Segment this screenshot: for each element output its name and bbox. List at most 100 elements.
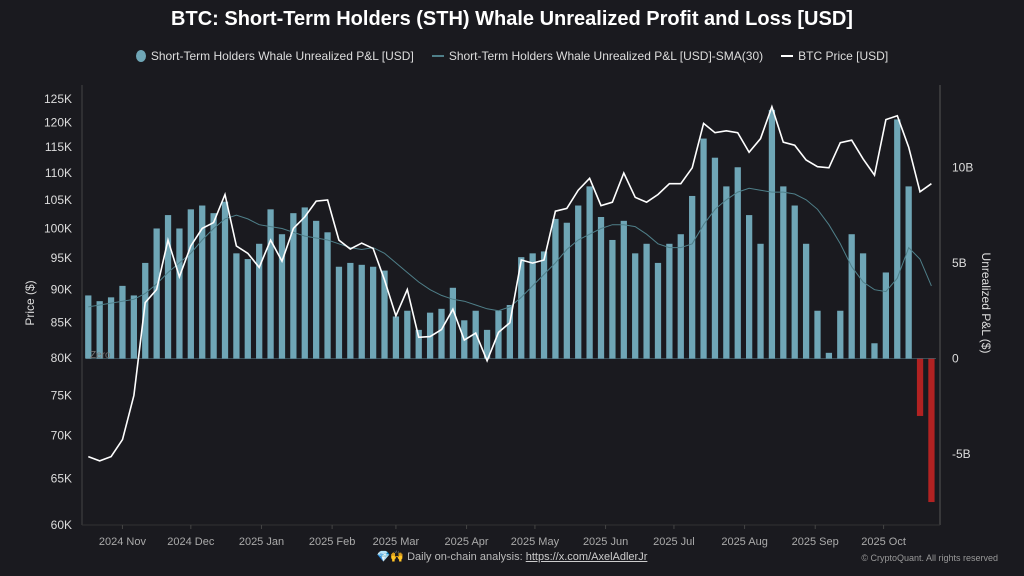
pnl-bar-positive bbox=[871, 343, 878, 359]
pnl-bar-negative bbox=[916, 358, 924, 416]
left-tick-label: 120K bbox=[44, 115, 72, 129]
footer: 💎🙌 Daily on-chain analysis: https://x.co… bbox=[0, 550, 1024, 563]
zero-label: Zero bbox=[90, 350, 111, 361]
pnl-bar-positive bbox=[654, 262, 662, 359]
pnl-bar-positive bbox=[290, 213, 297, 359]
pnl-bar-positive bbox=[358, 264, 365, 359]
pnl-bar-positive bbox=[518, 257, 525, 359]
left-tick-label: 110K bbox=[45, 166, 72, 180]
legend-item-sma[interactable]: Short-Term Holders Whale Unrealized P&L … bbox=[431, 49, 764, 63]
x-tick-label: 2025 Oct bbox=[861, 536, 906, 548]
x-tick-label: 2025 Sep bbox=[792, 536, 839, 548]
pnl-bar-positive bbox=[734, 167, 741, 359]
pnl-bar-positive bbox=[392, 316, 400, 359]
legend-item-price[interactable]: BTC Price [USD] bbox=[781, 49, 888, 63]
pnl-bar-positive bbox=[597, 217, 605, 359]
legend-label: Short-Term Holders Whale Unrealized P&L … bbox=[150, 49, 414, 63]
pnl-bar-positive bbox=[130, 295, 137, 359]
right-tick-label: 0 bbox=[952, 352, 959, 366]
chart-title: BTC: Short-Term Holders (STH) Whale Unre… bbox=[171, 8, 853, 30]
pnl-bar-positive bbox=[85, 295, 92, 359]
pnl-bar-positive bbox=[221, 201, 229, 359]
right-tick-label: 5B bbox=[952, 256, 967, 270]
left-tick-label: 65K bbox=[51, 472, 72, 486]
pnl-bar-positive bbox=[449, 287, 457, 359]
footer-text: Daily on-chain analysis: bbox=[407, 551, 523, 563]
pnl-bar-positive bbox=[882, 272, 889, 359]
left-tick-label: 85K bbox=[51, 316, 72, 330]
legend-line-icon bbox=[781, 55, 794, 57]
pnl-bar-positive bbox=[119, 285, 126, 359]
x-tick-label: 2025 Jan bbox=[239, 536, 284, 548]
pnl-bar-positive bbox=[586, 186, 593, 359]
pnl-bar-positive bbox=[746, 215, 753, 359]
pnl-bar-positive bbox=[199, 205, 206, 359]
pnl-bar-positive bbox=[278, 234, 286, 359]
pnl-bar-positive bbox=[426, 312, 434, 359]
x-tick-label: 2025 Jul bbox=[653, 536, 695, 548]
pnl-bar-positive bbox=[506, 305, 513, 359]
left-tick-label: 60K bbox=[51, 518, 72, 532]
left-tick-label: 105K bbox=[44, 193, 72, 207]
pnl-bar-positive bbox=[802, 243, 810, 359]
pnl-bar-positive bbox=[575, 205, 582, 359]
pnl-bar-positive bbox=[404, 310, 411, 359]
pnl-bar-positive bbox=[711, 157, 719, 359]
pnl-bar-positive bbox=[267, 209, 274, 359]
price-line bbox=[88, 104, 932, 462]
left-tick-label: 115K bbox=[45, 140, 72, 154]
left-tick-label: 100K bbox=[44, 221, 72, 235]
pnl-bar-positive bbox=[256, 243, 263, 359]
pnl-bar-positive bbox=[689, 195, 696, 359]
pnl-bar-positive bbox=[905, 186, 912, 359]
pnl-bar-positive bbox=[210, 213, 217, 359]
pnl-bar-positive bbox=[677, 234, 684, 359]
pnl-bar-positive bbox=[540, 251, 548, 359]
pnl-bar-positive bbox=[176, 228, 183, 359]
pnl-bar-positive bbox=[313, 220, 320, 359]
pnl-bar-positive bbox=[529, 253, 536, 359]
x-tick-label: 2025 Jun bbox=[583, 536, 628, 548]
x-tick-label: 2025 Feb bbox=[309, 536, 355, 548]
pnl-bar-positive bbox=[814, 310, 821, 359]
pnl-bar-positive bbox=[894, 119, 901, 359]
left-tick-label: 70K bbox=[51, 428, 72, 442]
legend-item-pnl[interactable]: Short-Term Holders Whale Unrealized P&L … bbox=[135, 49, 414, 63]
footer-link[interactable]: https://x.com/AxelAdlerJr bbox=[525, 551, 648, 563]
left-tick-label: 125K bbox=[44, 92, 72, 106]
pnl-bar-positive bbox=[438, 308, 445, 359]
pnl-bar-positive bbox=[244, 259, 251, 359]
pnl-bar-positive bbox=[859, 253, 867, 359]
legend-label: BTC Price [USD] bbox=[798, 49, 889, 63]
legend: Short-Term Holders Whale Unrealized P&L … bbox=[0, 49, 1024, 63]
pnl-bar-positive bbox=[825, 352, 833, 359]
x-tick-label: 2025 Aug bbox=[721, 536, 768, 548]
pnl-bar-positive bbox=[187, 209, 194, 359]
pnl-bar-positive bbox=[107, 297, 115, 359]
legend-line-icon bbox=[431, 55, 444, 57]
pnl-bar-positive bbox=[609, 239, 616, 359]
pnl-bar-positive bbox=[483, 329, 491, 359]
pnl-bar-positive bbox=[347, 262, 354, 359]
pnl-bar-positive bbox=[723, 186, 730, 359]
right-tick-label: 10B bbox=[952, 160, 973, 174]
left-tick-label: 90K bbox=[51, 283, 72, 297]
pnl-bar-positive bbox=[837, 310, 844, 359]
pnl-bar-positive bbox=[301, 207, 308, 359]
pnl-bar-positive bbox=[620, 220, 627, 359]
left-tick-label: 95K bbox=[51, 251, 72, 265]
pnl-bar-positive bbox=[369, 266, 377, 359]
pnl-bar-positive bbox=[335, 266, 343, 359]
pnl-bar-positive bbox=[700, 138, 707, 359]
right-tick-label: -5B bbox=[952, 447, 971, 461]
x-tick-label: 2024 Dec bbox=[167, 536, 215, 548]
legend-label: Short-Term Holders Whale Unrealized P&L … bbox=[448, 49, 764, 63]
pnl-bar-positive bbox=[495, 310, 502, 359]
pnl-bar-positive bbox=[848, 234, 855, 359]
right-axis-title: Unrealized P&L ($) bbox=[979, 253, 993, 354]
pnl-bar-positive bbox=[415, 329, 422, 359]
diamond-hands-icon: 💎🙌 bbox=[376, 551, 405, 563]
left-tick-label: 75K bbox=[51, 388, 72, 402]
pnl-bar-positive bbox=[164, 215, 172, 359]
